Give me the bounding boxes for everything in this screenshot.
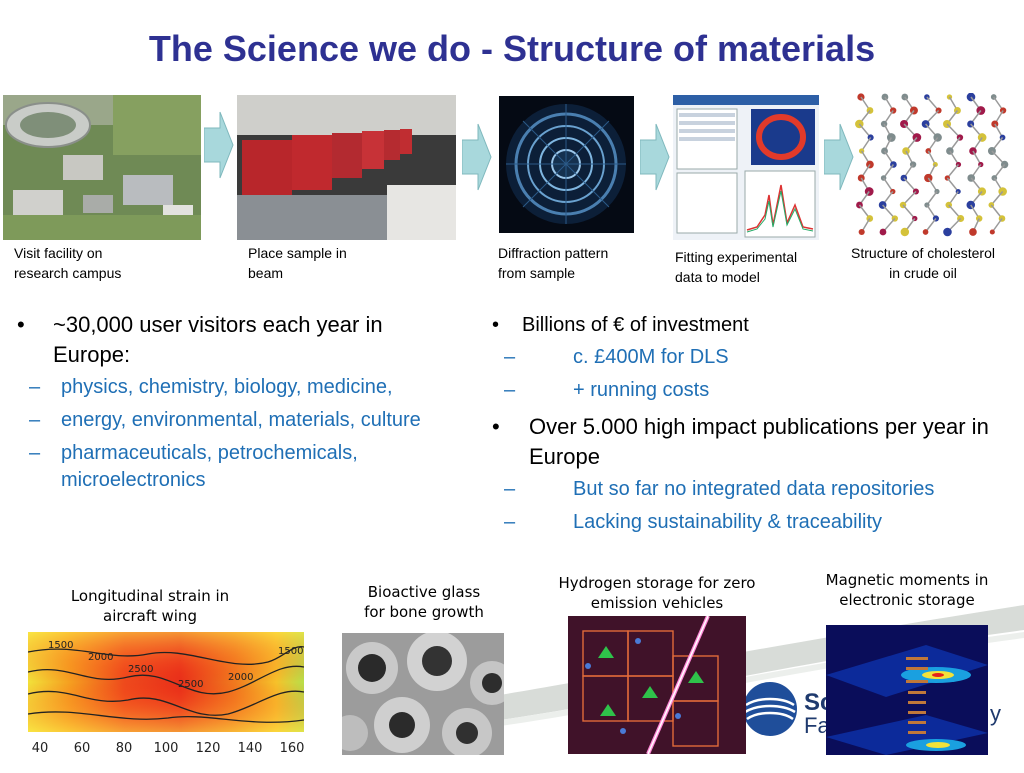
- fitting-software-screenshot: [673, 95, 819, 240]
- sub-bullet-item: Lacking sustainability & traceability: [492, 509, 1002, 536]
- example-caption: Hydrogen storage for zero emission vehicl…: [558, 574, 756, 612]
- step-arrow-icon: [203, 110, 234, 180]
- axis-tick-label: 60: [74, 741, 91, 756]
- axis-tick-label: 40: [32, 741, 49, 756]
- right-bullet-list: Billions of € of investment c. £400M for…: [492, 310, 1002, 536]
- contour-label: 1500: [278, 646, 303, 657]
- sub-bullet-item: + running costs: [492, 377, 1002, 404]
- campus-aerial-photo: [3, 95, 201, 240]
- sub-bullet-item: c. £400M for DLS: [492, 344, 1002, 371]
- sub-bullet-item: But so far no integrated data repositori…: [492, 476, 1002, 503]
- contour-label: 2000: [88, 652, 113, 663]
- bullet-item: Over 5.000 high impact publications per …: [492, 412, 1002, 472]
- contour-label: 1500: [48, 640, 73, 651]
- magnetic-moments-image: [826, 625, 988, 755]
- contour-label: 2500: [128, 664, 153, 675]
- diffraction-pattern-image: [499, 96, 634, 233]
- contour-label: 2000: [228, 672, 253, 683]
- step-caption: Fitting experimental data to model: [675, 249, 798, 285]
- step-caption: Place sample in beam: [248, 245, 347, 281]
- step-caption: Structure of cholesterol in crude oil: [851, 245, 995, 281]
- step-caption: Diffraction pattern from sample: [498, 245, 609, 281]
- page-title: The Science we do - Structure of materia…: [148, 28, 876, 69]
- axis-tick-label: 100: [154, 741, 179, 756]
- hydrogen-storage-structure-image: [568, 616, 746, 754]
- example-caption: Bioactive glass for bone growth: [364, 583, 484, 621]
- step-caption: Visit facility on research campus: [14, 245, 122, 281]
- axis-tick-label: 140: [238, 741, 263, 756]
- logo-text: y: [990, 701, 1001, 726]
- example-caption: Longitudinal strain in aircraft wing: [70, 587, 230, 625]
- cholesterol-structure-image: [853, 93, 1015, 241]
- axis-tick-label: 80: [116, 741, 133, 756]
- bullet-item: ~30,000 user visitors each year in Europ…: [17, 310, 457, 370]
- strain-heatmap: 1500 2000 2500 2500 2000 1500 40 60 80 100 120 140…: [27, 632, 304, 768]
- sub-bullet-item: energy, environmental, materials, cultur…: [17, 407, 457, 434]
- contour-label: 2500: [178, 679, 203, 690]
- sub-bullet-item: physics, chemistry, biology, medicine,: [17, 374, 457, 401]
- sub-bullet-item: pharmaceuticals, petrochemicals, microel…: [17, 440, 457, 494]
- axis-tick-label: 160: [280, 741, 304, 756]
- beamline-photo: [237, 95, 456, 240]
- left-bullet-list: ~30,000 user visitors each year in Europ…: [17, 310, 457, 494]
- axis-tick-label: 120: [196, 741, 221, 756]
- bullet-item: Billions of € of investment: [492, 310, 1002, 340]
- step-arrow-icon: [823, 122, 854, 192]
- step-arrow-icon: [461, 122, 492, 192]
- step-arrow-icon: [639, 122, 670, 192]
- example-caption: Magnetic moments in electronic storage: [825, 571, 989, 609]
- bioactive-glass-micrograph: [342, 633, 504, 755]
